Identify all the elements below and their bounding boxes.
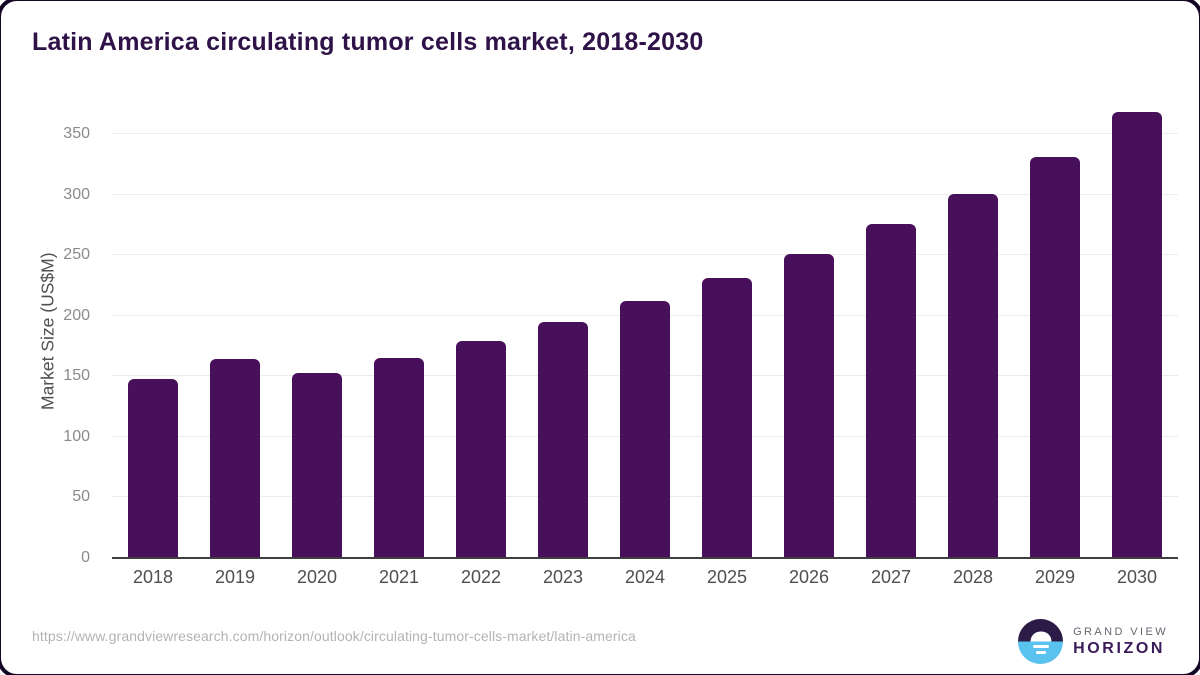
gridline-250	[112, 254, 1178, 256]
plot-area	[112, 104, 1178, 559]
bar-2028	[948, 193, 998, 558]
y-tick-0: 0	[81, 549, 90, 566]
bar-2026	[784, 254, 834, 558]
bar-2030	[1112, 112, 1162, 558]
x-tick-2018: 2018	[132, 567, 174, 587]
bar-band-2022	[440, 104, 522, 558]
bar-band-2018	[112, 104, 194, 558]
bar-band-2030	[1096, 104, 1178, 558]
x-tick-2019: 2019	[214, 567, 256, 587]
y-tick-350: 350	[63, 125, 90, 143]
y-tick-50: 50	[72, 488, 90, 506]
y-tick-150: 150	[63, 367, 90, 385]
sun-dome-shape	[1030, 631, 1052, 642]
bar-2018	[128, 378, 178, 558]
x-tick-2024: 2024	[624, 567, 666, 587]
bar-band-2026	[768, 104, 850, 558]
logo-brand-bottom: HORIZON	[1073, 639, 1166, 657]
x-tick-2028: 2028	[952, 567, 994, 587]
y-axis-tick-labels: 0 50 100 150 200 250 300 350	[0, 104, 90, 566]
y-tick-200: 200	[63, 306, 90, 324]
x-axis-line	[112, 557, 1178, 559]
bar-band-2020	[276, 104, 358, 558]
bar-2019	[210, 359, 260, 558]
bar-2022	[456, 341, 506, 558]
bar-2021	[374, 358, 424, 558]
bar-2020	[292, 372, 342, 558]
logo-wordmark: GRAND VIEW HORIZON	[1073, 626, 1168, 658]
logo-brand-top: GRAND VIEW	[1073, 625, 1168, 638]
bar-band-2019	[194, 104, 276, 558]
sun-reflection-bar	[1032, 645, 1049, 648]
bar-band-2024	[604, 104, 686, 558]
y-tick-300: 300	[63, 185, 90, 203]
x-tick-2029: 2029	[1034, 567, 1076, 587]
bar-band-2021	[358, 104, 440, 558]
bar-band-2028	[932, 104, 1014, 558]
y-tick-100: 100	[63, 427, 90, 445]
x-tick-2026: 2026	[788, 567, 830, 587]
x-tick-2021: 2021	[378, 567, 420, 587]
bar-2025	[702, 278, 752, 558]
bar-2027	[866, 223, 916, 558]
bar-band-2029	[1014, 104, 1096, 558]
x-tick-2023: 2023	[542, 567, 584, 587]
grand-view-horizon-logo: GRAND VIEW HORIZON	[1018, 619, 1168, 664]
bar-2029	[1030, 157, 1080, 558]
bar-2023	[538, 321, 588, 558]
horizon-sun-icon	[1018, 619, 1064, 664]
gridline-300	[112, 193, 1178, 195]
bar-band-2023	[522, 104, 604, 558]
chart-title: Latin America circulating tumor cells ma…	[32, 28, 704, 56]
x-tick-2022: 2022	[460, 567, 502, 587]
bar-band-2027	[850, 104, 932, 558]
x-tick-2030: 2030	[1116, 567, 1158, 587]
x-tick-2020: 2020	[296, 567, 338, 587]
gridline-350	[112, 133, 1178, 135]
x-tick-2025: 2025	[706, 567, 748, 587]
y-tick-250: 250	[63, 246, 90, 264]
bar-2024	[620, 301, 670, 558]
x-axis-tick-labels: 2018 2019 2020 2021 2022 2023 2024 2025 2026 2027…	[112, 567, 1178, 588]
sun-reflection-bar	[1035, 651, 1046, 654]
bar-band-2025	[686, 104, 768, 558]
x-tick-2027: 2027	[870, 567, 912, 587]
source-url: https://www.grandviewresearch.com/horizo…	[32, 628, 636, 644]
bar-series	[112, 104, 1178, 558]
